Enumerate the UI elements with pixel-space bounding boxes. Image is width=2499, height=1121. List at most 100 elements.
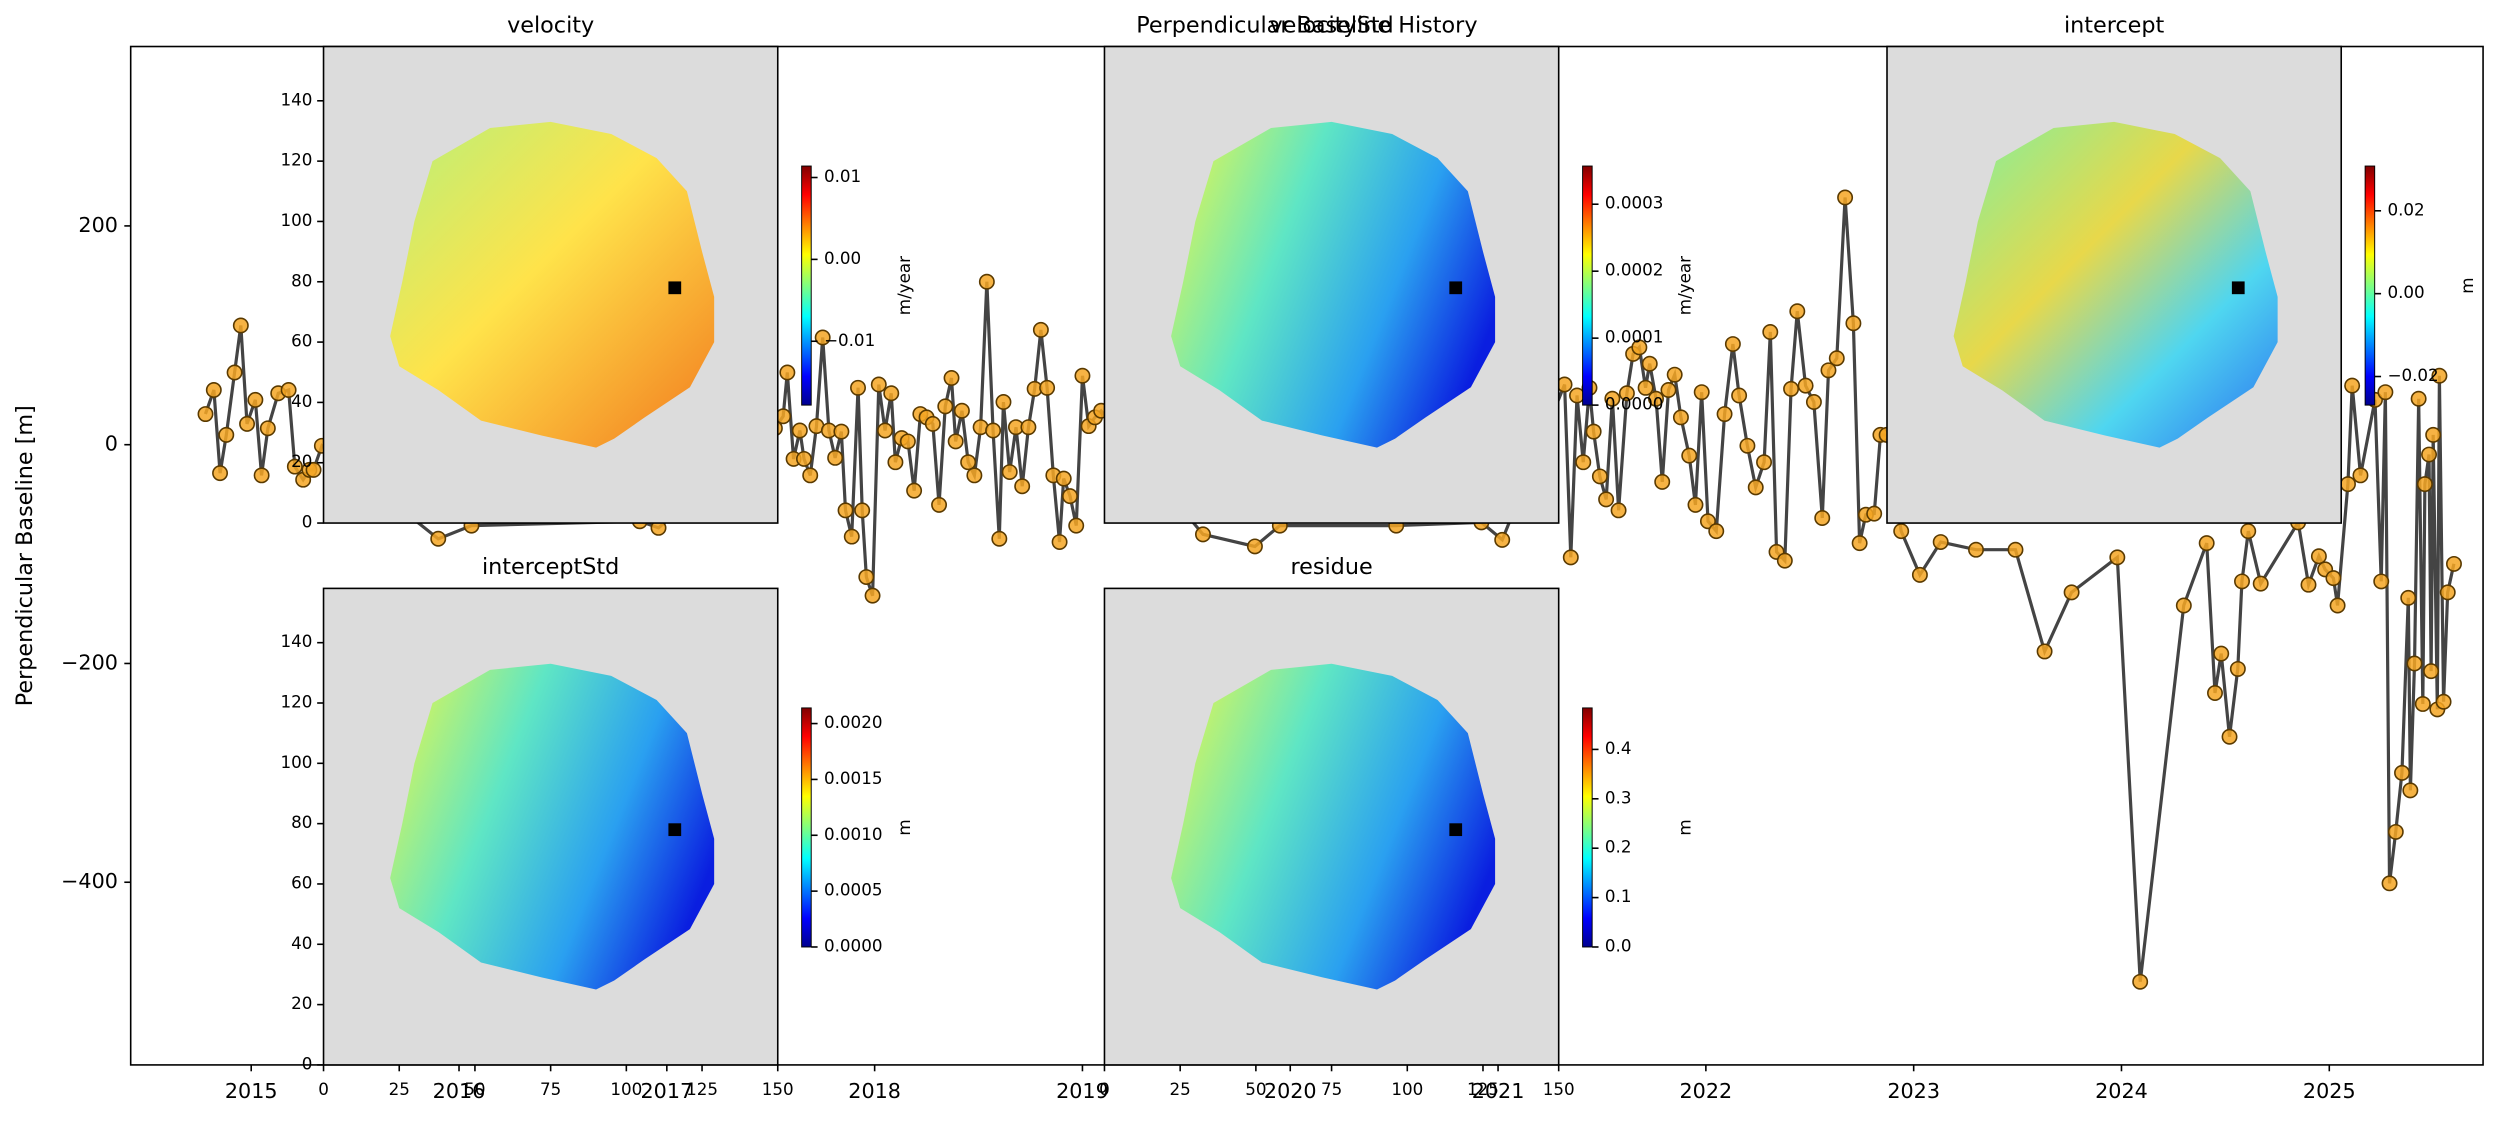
acquisition-marker <box>280 382 297 398</box>
acquisition-marker <box>1585 423 1602 440</box>
displacement-map <box>1953 121 2278 448</box>
y-tick-label: −200 <box>61 650 118 674</box>
acquisition-marker <box>1494 531 1511 548</box>
acquisition-marker <box>1014 478 1031 495</box>
acquisition-marker <box>2410 390 2427 407</box>
acquisition-marker <box>2439 584 2456 601</box>
acquisition-marker <box>2310 548 2327 565</box>
acquisition-marker <box>2109 549 2126 566</box>
panel-y-tick-label: 0 <box>302 512 313 532</box>
panel-title: interceptStd <box>482 554 619 580</box>
acquisition-marker <box>1020 419 1037 436</box>
acquisition-marker <box>2007 541 2024 558</box>
acquisition-marker <box>205 382 222 398</box>
acquisition-marker <box>2325 570 2342 587</box>
colorbar-tick-label: 0.0005 <box>824 880 883 900</box>
x-tick-label: 2025 <box>2303 1079 2356 1103</box>
colorbar <box>2364 165 2376 406</box>
acquisition-marker <box>1893 523 1910 540</box>
colorbar-tick-label: 0.01 <box>824 166 861 186</box>
acquisition-marker <box>833 423 850 440</box>
colorbar-tick-label: 0.00 <box>2387 282 2424 302</box>
acquisition-marker <box>791 422 808 439</box>
acquisition-marker <box>305 461 322 478</box>
baseline-line <box>203 197 2456 982</box>
acquisition-marker <box>1693 384 1710 401</box>
panel-x-tick-label: 0 <box>318 1079 329 1099</box>
acquisition-marker <box>1828 350 1845 367</box>
panel-y-tick-label: 100 <box>280 752 312 772</box>
acquisition-marker <box>197 406 214 423</box>
acquisition-marker <box>1039 379 1056 396</box>
acquisition-marker <box>2387 823 2404 840</box>
colorbar-label: m <box>1675 819 1695 835</box>
acquisition-marker <box>259 420 276 437</box>
colorbar-label: m <box>2457 277 2477 293</box>
colorbar <box>801 165 812 406</box>
panel-y-tick-label: 100 <box>280 210 312 230</box>
acquisition-marker <box>779 364 796 381</box>
acquisition-marker <box>978 273 995 290</box>
acquisition-marker <box>286 458 303 475</box>
x-tick-label: 2020 <box>1264 1079 1317 1103</box>
panel-y-tick-label: 120 <box>280 150 312 170</box>
acquisition-marker <box>960 454 977 471</box>
acquisition-marker <box>924 415 941 432</box>
acquisition-marker <box>1637 379 1654 396</box>
acquisition-marker <box>1648 390 1664 407</box>
panel-title: velocity <box>507 12 594 38</box>
x-tick-label: 2024 <box>2095 1079 2148 1103</box>
acquisition-marker <box>947 433 964 450</box>
acquisition-marker <box>2402 782 2419 799</box>
acquisition-marker <box>2406 655 2423 672</box>
colorbar-tick-label: 0.3 <box>1605 787 1632 807</box>
acquisition-marker <box>2036 643 2053 660</box>
acquisition-marker <box>1660 382 1677 398</box>
panel-x-tick-label: 50 <box>464 1079 485 1099</box>
panel-frame <box>1103 45 1560 524</box>
acquisition-marker <box>2213 645 2230 662</box>
acquisition-marker <box>943 369 960 386</box>
acquisition-marker <box>1716 406 1733 423</box>
colorbar-tick-label: −0.01 <box>824 330 875 350</box>
acquisition-marker <box>232 317 249 334</box>
acquisition-marker <box>2175 597 2192 614</box>
acquisition-marker <box>1814 510 1831 526</box>
acquisition-marker <box>1641 355 1658 372</box>
panel-x-tick-label: 75 <box>540 1079 561 1099</box>
acquisition-marker <box>2425 426 2442 443</box>
acquisition-marker <box>1666 366 1683 383</box>
acquisition-marker <box>1805 394 1822 410</box>
acquisition-marker <box>1001 464 1018 481</box>
colorbar-tick-label: 0.02 <box>2387 199 2424 219</box>
y-axis-label: Perpendicular Baseline [m] <box>12 405 38 706</box>
acquisition-marker <box>1747 479 1764 496</box>
acquisition-marker <box>1756 454 1773 471</box>
acquisition-marker <box>2344 377 2361 394</box>
panel-x-tick-label: 125 <box>1467 1079 1499 1099</box>
acquisition-marker <box>1610 502 1627 519</box>
colorbar-tick-label: 0.0000 <box>1605 394 1664 414</box>
panel-y-tick-label: 80 <box>291 812 312 832</box>
acquisition-marker <box>2381 875 2398 892</box>
acquisition-marker <box>966 467 983 484</box>
acquisition-marker <box>218 426 235 443</box>
panel-y-tick-label: 20 <box>291 993 312 1013</box>
panel-y-tick-label: 20 <box>291 451 312 471</box>
displacement-map <box>1171 663 1496 990</box>
acquisition-marker <box>2132 973 2149 990</box>
colorbar-tick-label: 0.1 <box>1605 886 1632 906</box>
acquisition-marker <box>226 364 243 381</box>
acquisition-marker <box>995 394 1012 410</box>
acquisition-marker <box>887 454 904 471</box>
panel-x-tick-label: 25 <box>389 1079 410 1099</box>
acquisition-marker <box>2421 446 2438 463</box>
acquisition-marker <box>2373 573 2390 590</box>
acquisition-marker <box>2431 367 2448 384</box>
acquisition-marker <box>883 385 900 402</box>
panel-x-tick-label: 0 <box>1099 1079 1110 1099</box>
acquisition-marker <box>931 496 948 513</box>
acquisition-marker <box>906 482 923 499</box>
panel-y-tick-label: 120 <box>280 691 312 711</box>
